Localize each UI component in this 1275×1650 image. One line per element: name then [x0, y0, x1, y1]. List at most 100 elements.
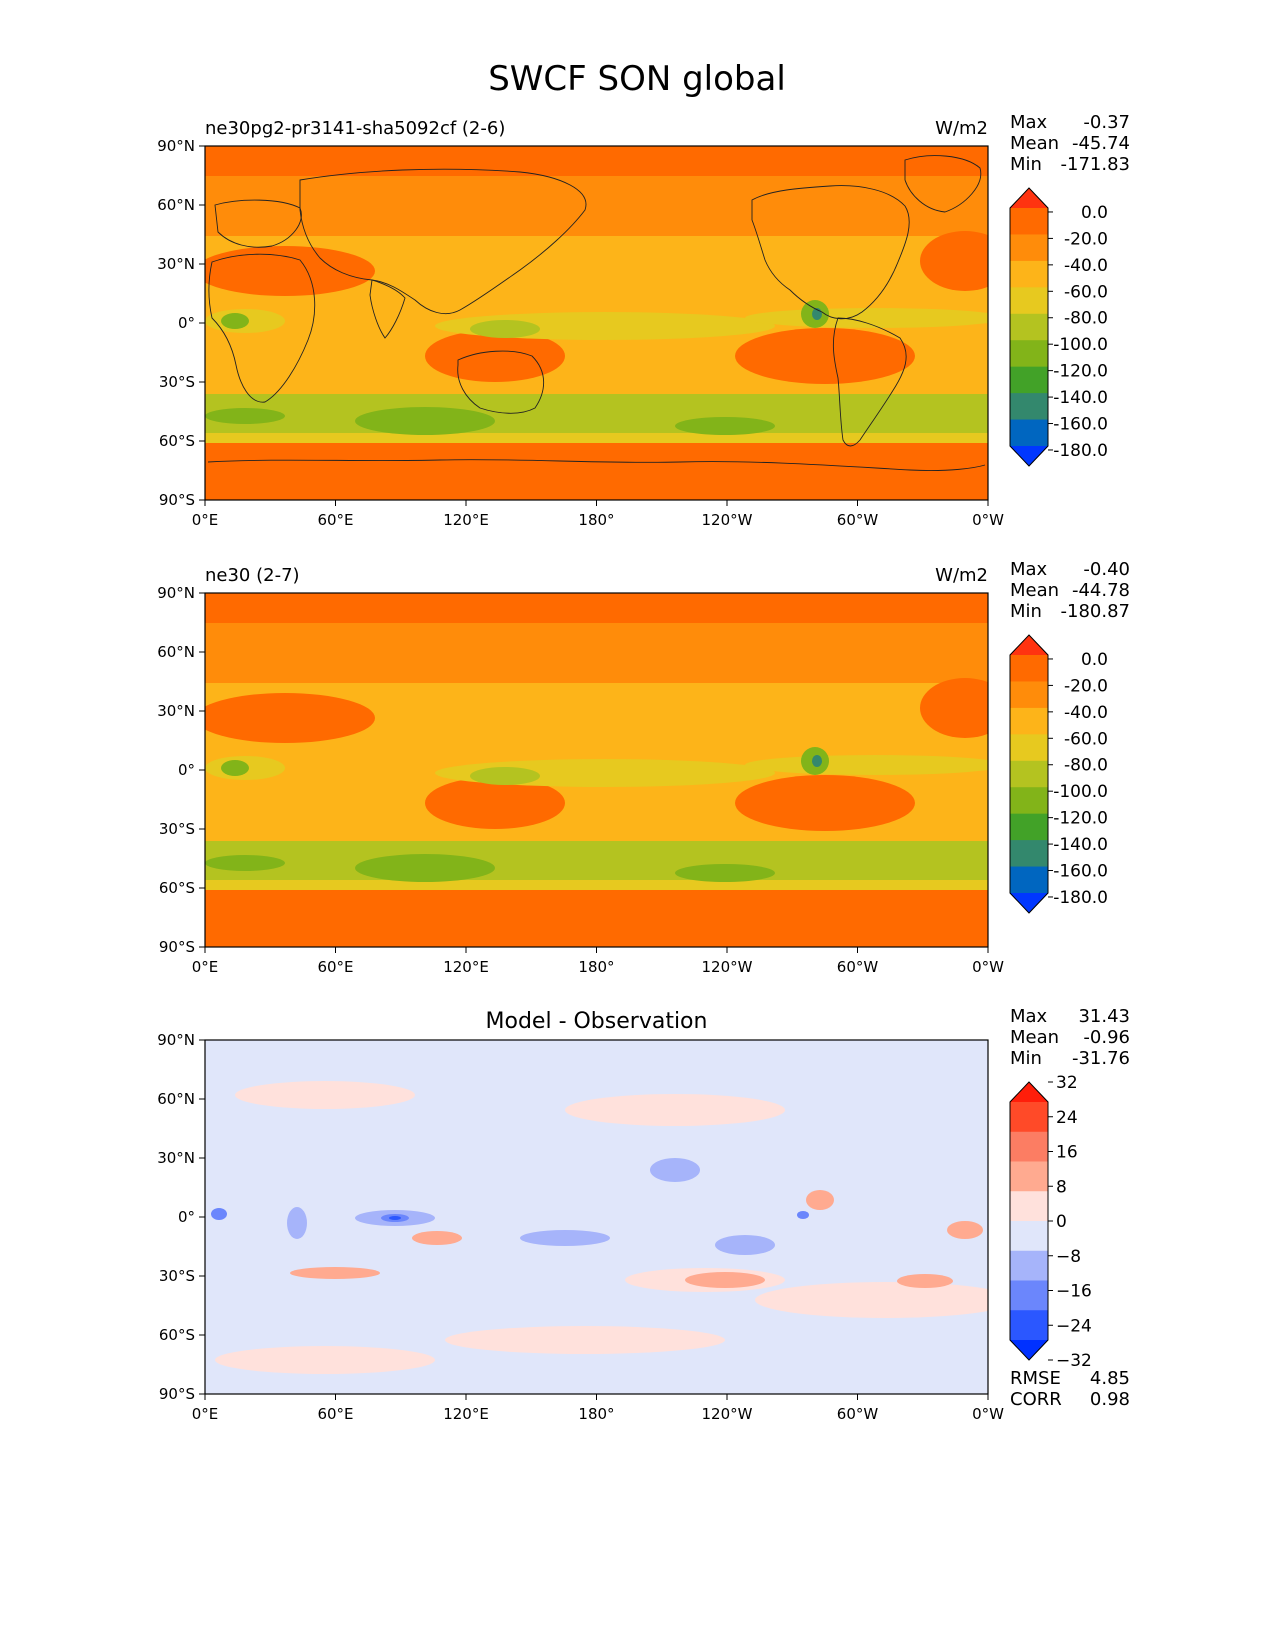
- stat-value: 31.43: [1078, 1006, 1130, 1027]
- colorbar-tick-label: -180.0: [1053, 441, 1108, 461]
- lon-tick-label: 0°W: [972, 1405, 1004, 1423]
- lat-tick-label: 0°: [178, 761, 195, 779]
- colorbar-tick-label: −8: [1056, 1247, 1081, 1267]
- colorbar-tick-label: -60.0: [1064, 729, 1108, 749]
- panel-ref: 90°N 60°N 30°N 0° 30°S 60°S 90°S 0°E 60°E 120°E 18…: [157, 559, 1130, 976]
- stat-value: -0.37: [1083, 112, 1130, 133]
- stat-label: Max: [1010, 112, 1048, 133]
- colorbar-tick-label: -160.0: [1053, 862, 1108, 882]
- lon-tick-label: 60°W: [837, 1405, 879, 1423]
- panel-left-title: ne30 (2-7): [205, 565, 300, 586]
- lon-tick-label: 120°E: [443, 511, 489, 529]
- colorbar-tick-label: -20.0: [1064, 676, 1108, 696]
- lat-tick-label: 60°S: [159, 1326, 195, 1344]
- panel-test: 90°N 60°N 30°N 0° 30°S 60°S 90°S 0°E 60°E 120°E 18…: [157, 112, 1130, 529]
- lon-tick-label: 60°W: [837, 511, 879, 529]
- colorbar-tick-label: 0.0: [1081, 650, 1108, 670]
- lon-tick-label: 60°E: [317, 1405, 353, 1423]
- lon-tick-label: 60°E: [317, 511, 353, 529]
- colorbar-tick-label: 0: [1056, 1212, 1067, 1232]
- stat-label: Max: [1010, 559, 1048, 580]
- colorbar-tick-label: -80.0: [1064, 756, 1108, 776]
- colorbar-test: 0.0 -20.0 -40.0 -60.0 -80.0 -100.0 -120.0 -140.…: [1009, 187, 1108, 467]
- stat-label: Min: [1010, 1048, 1042, 1069]
- colorbar-tick-label: −16: [1056, 1282, 1092, 1302]
- colorbar-tick-label: -20.0: [1064, 229, 1108, 249]
- stat-label: Mean: [1010, 133, 1059, 154]
- lon-tick-label: 0°E: [192, 958, 219, 976]
- extra-stat-value: 4.85: [1090, 1368, 1130, 1389]
- colorbar-tick-label: −32: [1056, 1351, 1092, 1371]
- lat-tick-label: 60°N: [157, 196, 195, 214]
- colorbar-tick-label: -180.0: [1053, 888, 1108, 908]
- lat-tick-label: 60°S: [159, 432, 195, 450]
- lat-tick-label: 60°N: [157, 1090, 195, 1108]
- extra-stat-label: RMSE: [1010, 1368, 1061, 1389]
- colorbar-tick-label: -100.0: [1053, 782, 1108, 802]
- panel-center-title: Model - Observation: [486, 1009, 708, 1034]
- colorbar-tick-label: −24: [1056, 1316, 1092, 1336]
- lat-tick-label: 30°N: [157, 1149, 195, 1167]
- colorbar-tick-label: -40.0: [1064, 256, 1108, 276]
- lon-tick-label: 120°W: [702, 958, 753, 976]
- map-field-diff: [205, 1040, 988, 1394]
- colorbar-tick-label: -60.0: [1064, 282, 1108, 302]
- stat-value: -171.83: [1061, 154, 1130, 175]
- lat-tick-label: 90°N: [157, 1031, 195, 1049]
- lon-tick-label: 180°: [578, 958, 614, 976]
- lat-tick-label: 30°S: [159, 1267, 195, 1285]
- colorbar-tick-label: 0.0: [1081, 203, 1108, 223]
- panel-units: W/m2: [935, 118, 988, 139]
- panel-diff: 90°N 60°N 30°N 0° 30°S 60°S 90°S 0°E 60°E 120°E 18…: [157, 1006, 1130, 1423]
- stat-value: -44.78: [1072, 580, 1130, 601]
- lat-tick-label: 90°N: [157, 137, 195, 155]
- lat-tick-label: 30°S: [159, 373, 195, 391]
- stat-value: -45.74: [1072, 133, 1130, 154]
- colorbar-diff: 32 24 16 8 0 −8 −16 −24 −32: [1009, 1073, 1092, 1371]
- lat-tick-label: 90°N: [157, 584, 195, 602]
- lon-tick-label: 180°: [578, 1405, 614, 1423]
- colorbar-tick-label: -140.0: [1053, 835, 1108, 855]
- lon-tick-label: 60°W: [837, 958, 879, 976]
- extra-stat-value: 0.98: [1090, 1389, 1130, 1410]
- lat-tick-label: 60°S: [159, 879, 195, 897]
- stat-value: -0.96: [1083, 1027, 1130, 1048]
- lat-tick-label: 90°S: [159, 938, 195, 956]
- lat-tick-label: 30°N: [157, 255, 195, 273]
- lon-tick-label: 120°W: [702, 511, 753, 529]
- lat-tick-label: 90°S: [159, 491, 195, 509]
- lat-tick-label: 30°N: [157, 702, 195, 720]
- colorbar-tick-label: 24: [1056, 1108, 1078, 1128]
- lon-tick-label: 0°E: [192, 511, 219, 529]
- extra-stat-label: CORR: [1010, 1389, 1062, 1410]
- stat-label: Mean: [1010, 1027, 1059, 1048]
- stat-label: Max: [1010, 1006, 1048, 1027]
- lon-tick-label: 0°E: [192, 1405, 219, 1423]
- lon-tick-label: 120°W: [702, 1405, 753, 1423]
- colorbar-tick-label: -40.0: [1064, 703, 1108, 723]
- colorbar-tick-label: -120.0: [1053, 809, 1108, 829]
- lon-tick-label: 120°E: [443, 1405, 489, 1423]
- lat-tick-label: 90°S: [159, 1385, 195, 1403]
- map-field-ref: [205, 593, 988, 947]
- lat-tick-label: 0°: [178, 1208, 195, 1226]
- panel-units: W/m2: [935, 565, 988, 586]
- panel-left-title: ne30pg2-pr3141-sha5092cf (2-6): [205, 118, 505, 139]
- map-field-test: [205, 146, 988, 500]
- lon-tick-label: 120°E: [443, 958, 489, 976]
- lat-tick-label: 0°: [178, 314, 195, 332]
- lon-tick-label: 60°E: [317, 958, 353, 976]
- stat-label: Min: [1010, 154, 1042, 175]
- stat-value: -180.87: [1061, 601, 1130, 622]
- colorbar-tick-label: -140.0: [1053, 388, 1108, 408]
- stat-label: Min: [1010, 601, 1042, 622]
- colorbar-tick-label: -100.0: [1053, 335, 1108, 355]
- colorbar-tick-label: 32: [1056, 1073, 1078, 1093]
- colorbar-tick-label: -120.0: [1053, 362, 1108, 382]
- lon-tick-label: 0°W: [972, 958, 1004, 976]
- stat-label: Mean: [1010, 580, 1059, 601]
- colorbar-tick-label: 16: [1056, 1143, 1078, 1163]
- colorbar-ref: 0.0 -20.0 -40.0 -60.0 -80.0 -100.0 -120.0 -140.…: [1009, 634, 1108, 914]
- lon-tick-label: 0°W: [972, 511, 1004, 529]
